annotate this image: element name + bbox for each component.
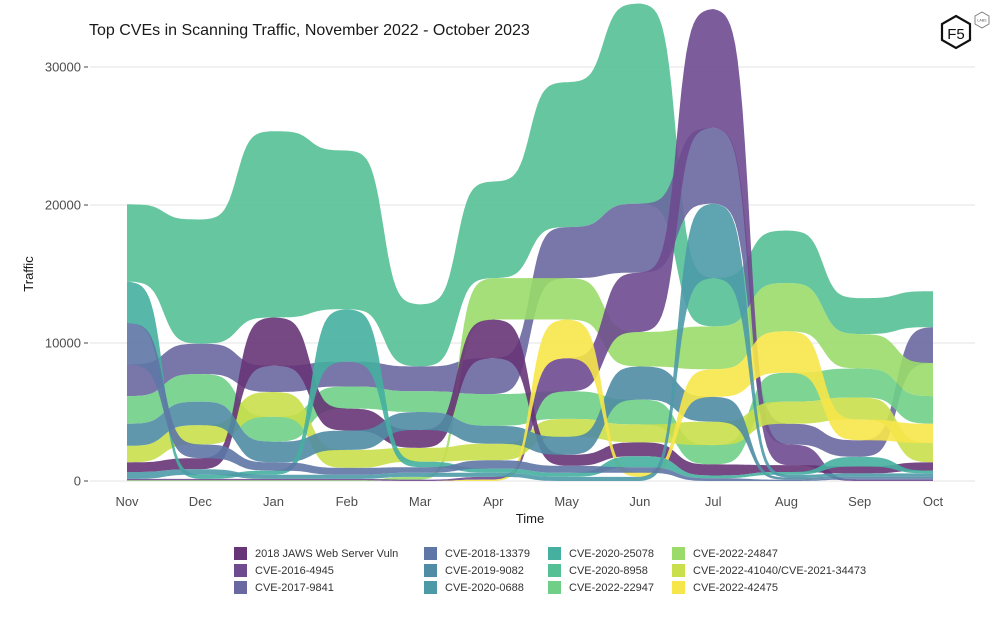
legend-label: CVE-2020-25078: [569, 547, 655, 560]
logo-badge-text: LABS: [977, 19, 987, 23]
legend-item: CVE-2020-25078: [548, 546, 662, 561]
series-band: [127, 317, 933, 476]
legend-label: CVE-2018-13379: [445, 547, 531, 560]
legend-item: 2018 JAWS Web Server Vuln: [234, 546, 414, 561]
legend-swatch: [548, 581, 561, 594]
x-tick-label: Mar: [409, 494, 432, 509]
x-tick-label: Aug: [775, 494, 798, 509]
y-tick-label: 10000: [45, 336, 81, 351]
series-band: [127, 203, 933, 481]
legend-item: CVE-2022-41040/CVE-2021-34473: [672, 563, 892, 578]
x-tick-label: Jan: [263, 494, 284, 509]
x-axis: Nov Dec Jan Feb Mar Apr May Jun Jul Aug Sep Oct: [115, 494, 943, 509]
y-tick-label: 20000: [45, 198, 81, 213]
legend-item: CVE-2016-4945: [234, 563, 414, 578]
logo-hexagon: [940, 14, 972, 50]
y-axis: 0 10000 20000 30000: [45, 60, 88, 489]
legend-item: CVE-2019-9082: [424, 563, 538, 578]
x-tick-label: Feb: [336, 494, 358, 509]
x-tick-label: Jul: [705, 494, 722, 509]
legend-item: CVE-2017-9841: [234, 580, 414, 595]
f5-labs-logo: F5 LABS: [940, 11, 990, 50]
legend-label: CVE-2016-4945: [255, 564, 334, 577]
legend-item: CVE-2022-24847: [672, 546, 892, 561]
y-tick-label: 30000: [45, 60, 81, 75]
series-band: [127, 9, 933, 481]
logo-badge-hexagon: [974, 11, 990, 29]
legend-label: 2018 JAWS Web Server Vuln: [255, 547, 399, 560]
y-tick-label: 0: [74, 474, 81, 489]
legend: 2018 JAWS Web Server Vuln CVE-2018-13379 C…: [234, 546, 892, 595]
legend-swatch: [424, 564, 437, 577]
x-tick-label: Nov: [115, 494, 139, 509]
y-axis-title: Traffic: [21, 256, 36, 292]
x-tick-label: Dec: [189, 494, 213, 509]
legend-item: CVE-2022-22947: [548, 580, 662, 595]
legend-label: CVE-2019-9082: [445, 564, 524, 577]
chart-title: Top CVEs in Scanning Traffic, November 2…: [89, 22, 530, 39]
x-tick-label: Jun: [629, 494, 650, 509]
legend-swatch: [234, 547, 247, 560]
legend-label: CVE-2022-22947: [569, 581, 655, 594]
legend-swatch: [234, 564, 247, 577]
legend-item: CVE-2022-42475: [672, 580, 892, 595]
x-tick-label: May: [554, 494, 579, 509]
legend-swatch: [672, 581, 685, 594]
series-band: [127, 127, 933, 457]
x-tick-label: Oct: [923, 494, 944, 509]
series-band: [127, 281, 933, 479]
series-band: [127, 3, 933, 367]
legend-swatch: [548, 564, 561, 577]
chart-area: 0 10000 20000 30000 Nov Dec Jan Feb Mar Apr May Ju…: [21, 3, 975, 526]
legend-label: CVE-2022-42475: [693, 581, 779, 594]
series-bands: [127, 3, 933, 481]
series-band: [127, 278, 933, 481]
legend-swatch: [424, 581, 437, 594]
legend-swatch: [548, 547, 561, 560]
series-band: [127, 319, 933, 481]
legend-label: CVE-2020-8958: [569, 564, 648, 577]
legend-label: CVE-2017-9841: [255, 581, 334, 594]
legend-label: CVE-2022-41040/CVE-2021-34473: [693, 564, 867, 577]
x-tick-label: Apr: [483, 494, 504, 509]
x-tick-label: Sep: [848, 494, 871, 509]
legend-swatch: [234, 581, 247, 594]
legend-item: CVE-2020-0688: [424, 580, 538, 595]
x-axis-title: Time: [516, 511, 544, 526]
legend-label: CVE-2022-24847: [693, 547, 779, 560]
legend-swatch: [424, 547, 437, 560]
legend-item: CVE-2018-13379: [424, 546, 538, 561]
legend-label: CVE-2020-0688: [445, 581, 524, 594]
legend-swatch: [672, 547, 685, 560]
legend-swatch: [672, 564, 685, 577]
logo-text: F5: [947, 26, 965, 43]
legend-item: CVE-2020-8958: [548, 563, 662, 578]
